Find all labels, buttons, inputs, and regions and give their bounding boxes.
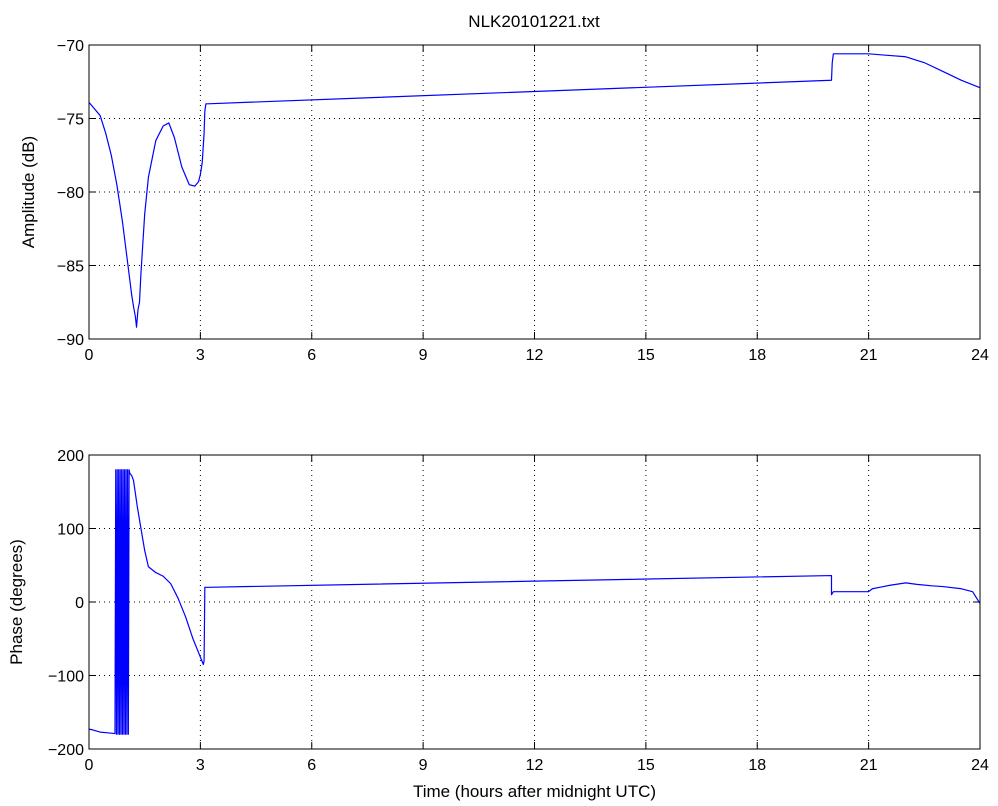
amplitude-x-tick-label: 3 [196, 347, 205, 364]
phase-x-tick-label: 0 [85, 757, 94, 774]
phase-y-tick-label: 200 [57, 448, 84, 465]
amplitude-series-line [88, 53, 981, 328]
amplitude-x-tick-label: 9 [419, 347, 428, 364]
phase-panel: 0 3 6 9 12 15 18 21 24 −200 −100 0 100 200 Phase (degr… [7, 448, 989, 801]
amplitude-x-tick-label: 0 [85, 347, 94, 364]
phase-series-line [88, 469, 981, 735]
phase-y-axis-label: Phase (degrees) [7, 539, 26, 665]
phase-axes-frame [88, 454, 981, 750]
amplitude-y-tick-label: −85 [57, 259, 84, 276]
amplitude-y-axis-label: Amplitude (dB) [19, 136, 38, 248]
phase-y-tick-label: 0 [75, 595, 84, 612]
amplitude-panel: 0 3 6 9 12 15 18 21 24 −90 −85 −80 −75 −70 Amplitude (… [19, 38, 989, 364]
amplitude-y-tick-label: −80 [57, 185, 84, 202]
amplitude-y-tick-label: −75 [57, 112, 84, 129]
amplitude-axes-frame [88, 44, 981, 340]
phase-x-axis-label: Time (hours after midnight UTC) [413, 782, 656, 801]
figure-title: NLK20101221.txt [468, 12, 600, 31]
phase-x-tick-label: 12 [526, 757, 544, 774]
amplitude-x-tick-label: 15 [637, 347, 655, 364]
amplitude-y-tick-label: −70 [57, 38, 84, 55]
phase-x-tick-label: 21 [860, 757, 878, 774]
phase-y-tick-label: −200 [48, 742, 84, 759]
phase-x-tick-label: 3 [196, 757, 205, 774]
phase-y-tick-label: −100 [48, 669, 84, 686]
phase-x-tick-label: 15 [637, 757, 655, 774]
amplitude-y-tick-label: −90 [57, 332, 84, 349]
amplitude-x-tick-label: 18 [748, 347, 766, 364]
phase-x-tick-label: 6 [307, 757, 316, 774]
phase-x-tick-label: 18 [748, 757, 766, 774]
phase-y-tick-label: 100 [57, 522, 84, 539]
amplitude-x-tick-label: 6 [307, 347, 316, 364]
phase-x-tick-label: 9 [419, 757, 428, 774]
phase-x-tick-label: 24 [971, 757, 989, 774]
amplitude-x-tick-label: 24 [971, 347, 989, 364]
amplitude-x-tick-label: 21 [860, 347, 878, 364]
amplitude-x-tick-label: 12 [526, 347, 544, 364]
